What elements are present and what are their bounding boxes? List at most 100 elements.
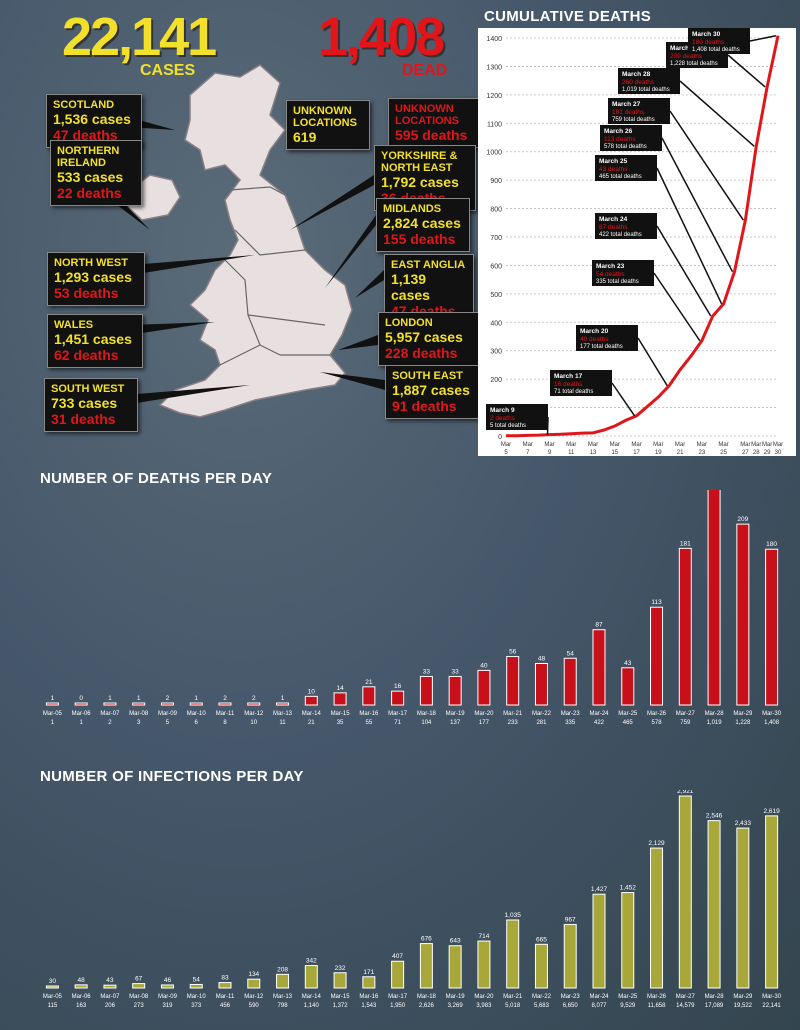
bar-cumulative-label: 10 xyxy=(250,720,257,726)
bar xyxy=(333,692,347,706)
bar-cumulative-label: 2,626 xyxy=(419,1003,435,1009)
bar-category-label: Mar-28 xyxy=(705,994,725,1000)
annotation-box xyxy=(550,370,612,396)
annotation-total: 1,228 total deaths xyxy=(670,61,718,67)
cumulative-xtick-day: 21 xyxy=(677,450,684,456)
cumulative-ytick-label: 1100 xyxy=(487,121,502,128)
bar-category-label: Mar-11 xyxy=(216,994,235,1000)
annotation-box xyxy=(592,260,654,286)
annotation-deaths: 87 deaths xyxy=(599,224,628,231)
bar-value-label: 676 xyxy=(421,936,432,943)
cumulative-xtick-day: 29 xyxy=(764,450,771,456)
bar-category-label: Mar-10 xyxy=(187,994,207,1000)
bar-value-label: 16 xyxy=(394,683,402,690)
bar xyxy=(506,656,520,706)
bar-cumulative-label: 6,650 xyxy=(563,1003,579,1009)
bar xyxy=(132,702,146,706)
bar-cumulative-label: 456 xyxy=(220,1003,231,1009)
region-name: LONDON xyxy=(385,317,433,329)
region-name: WALES xyxy=(54,319,94,331)
region-name: UNKNOWN LOCATIONS xyxy=(293,105,357,129)
bar-category-label: Mar-24 xyxy=(589,994,609,1000)
cumulative-xtick-month: Mar xyxy=(523,442,533,448)
bar-category-label: Mar-07 xyxy=(100,711,120,717)
region-box-wales: WALES 1,451 cases 62 deaths xyxy=(47,314,143,368)
annotation-pointer xyxy=(669,110,744,221)
bar-value-label: 30 xyxy=(49,978,57,985)
annotation-box xyxy=(595,213,657,239)
bar xyxy=(592,893,606,989)
annotation-pointer xyxy=(749,34,777,42)
bar-category-label: Mar-27 xyxy=(676,994,696,1000)
cumulative-xtick-month: Mar xyxy=(762,442,772,448)
bar xyxy=(391,690,405,706)
bar-value-label: 54 xyxy=(193,976,201,983)
bar-value-label: 209 xyxy=(737,516,748,523)
infections-per-day-title: NUMBER OF INFECTIONS PER DAY xyxy=(40,768,304,785)
bar-category-label: Mar-25 xyxy=(618,994,638,1000)
region-deaths: 155 deaths xyxy=(383,231,456,247)
bar-category-label: Mar-27 xyxy=(676,711,696,717)
bar-cumulative-label: 104 xyxy=(421,720,432,726)
bar-cumulative-label: 6 xyxy=(195,720,199,726)
annotation-total: 177 total deaths xyxy=(580,344,623,350)
bar xyxy=(707,490,721,706)
annotation-box xyxy=(608,98,670,124)
bar xyxy=(736,827,750,989)
bar-value-label: 208 xyxy=(277,966,288,973)
bar-category-label: Mar-17 xyxy=(388,711,408,717)
annotation-pointer xyxy=(653,272,701,342)
annotation-deaths: 16 deaths xyxy=(554,381,583,388)
bar xyxy=(477,669,491,706)
bar-value-label: 180 xyxy=(766,541,777,548)
bar xyxy=(448,675,462,706)
bar-category-label: Mar-15 xyxy=(331,711,351,717)
bar xyxy=(765,815,779,989)
annotation-deaths: 113 deaths xyxy=(604,136,636,143)
bar-cumulative-label: 1,543 xyxy=(361,1003,377,1009)
bar-cumulative-label: 1 xyxy=(79,720,83,726)
cumulative-xtick-month: Mar xyxy=(610,442,620,448)
bar-category-label: Mar-29 xyxy=(733,711,753,717)
bar-category-label: Mar-25 xyxy=(618,711,638,717)
annotation-total: 1,019 total deaths xyxy=(622,87,670,93)
bar xyxy=(160,984,174,989)
cumulative-xtick-day: 11 xyxy=(568,450,575,456)
cumulative-ytick-label: 500 xyxy=(490,292,502,299)
deaths-per-day-title: NUMBER OF DEATHS PER DAY xyxy=(40,470,273,487)
annotation-deaths: 54 deaths xyxy=(596,271,625,278)
bar-cumulative-label: 11 xyxy=(279,720,286,726)
bar-category-label: Mar-09 xyxy=(158,994,178,1000)
bar-cumulative-label: 1,019 xyxy=(707,720,723,726)
annotation-deaths: 40 deaths xyxy=(580,336,609,343)
annotation-total: 465 total deaths xyxy=(599,174,642,180)
bar xyxy=(304,965,318,989)
cumulative-xtick-month: Mar xyxy=(588,442,598,448)
bar xyxy=(477,940,491,989)
bar-value-label: 46 xyxy=(164,977,172,984)
annotation-date: March 17 xyxy=(554,373,583,380)
bar-cumulative-label: 206 xyxy=(105,1003,116,1009)
bar-category-label: Mar-18 xyxy=(417,994,437,1000)
region-cases: 1,451 cases xyxy=(54,331,132,347)
region-deaths: 31 deaths xyxy=(51,411,116,427)
cumulative-xtick-month: Mar xyxy=(751,442,761,448)
bar xyxy=(678,795,692,989)
bar xyxy=(534,943,548,989)
cumulative-xtick-day: 28 xyxy=(753,450,760,456)
region-pointer-wales xyxy=(129,322,215,335)
cumulative-xtick-day: 30 xyxy=(775,450,782,456)
cumulative-ytick-label: 1300 xyxy=(486,64,502,71)
bar xyxy=(189,983,203,989)
cumulative-ytick-label: 700 xyxy=(490,235,502,242)
region-box-south-east: SOUTH EAST 1,887 cases 91 deaths xyxy=(385,365,481,419)
region-pointer-north-west xyxy=(131,255,255,275)
deaths-per-day-chart: 1Mar-0510Mar-0611Mar-0721Mar-0832Mar-095… xyxy=(43,490,782,726)
bar-category-label: Mar-21 xyxy=(503,711,523,717)
cumulative-ytick-label: 400 xyxy=(490,320,502,327)
annotation-deaths: 181 deaths xyxy=(612,109,645,116)
bar-cumulative-label: 177 xyxy=(479,720,490,726)
cumulative-xtick-month: Mar xyxy=(566,442,576,448)
cumulative-ytick-label: 300 xyxy=(490,349,502,356)
region-pointer-south-west xyxy=(124,385,250,405)
